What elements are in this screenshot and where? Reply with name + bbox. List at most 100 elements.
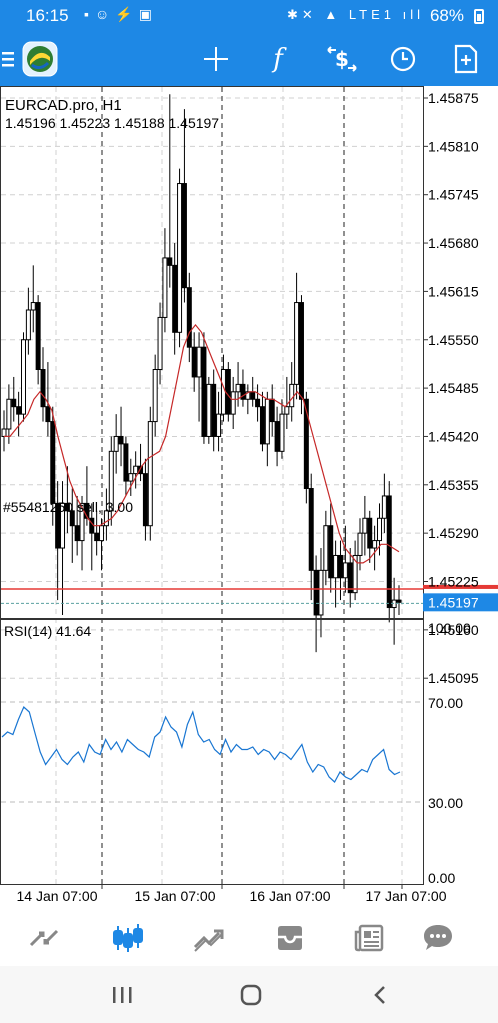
candle-body: [376, 517, 382, 542]
price-tick-label: 1.45550: [428, 332, 479, 348]
axis-labels: 1.45875 1.45810 1.45745 1.45680 1.45615 1.455…: [17, 90, 479, 904]
candle-body: [84, 502, 90, 519]
chart-tab-icon[interactable]: [108, 918, 148, 958]
candle-body: [352, 554, 358, 594]
network-label: LTE1: [348, 7, 395, 22]
candle-body: [381, 495, 387, 519]
date-tick-label: 16 Jan 07:00: [250, 888, 331, 904]
price-tick-label: 1.45615: [428, 283, 479, 299]
candle-body: [6, 398, 12, 430]
status-time: 16:15: [26, 6, 69, 25]
main-pane-border: [0, 86, 424, 619]
price-tick-label: 1.45680: [428, 235, 479, 251]
chart-area[interactable]: 1.45197 1.45875 1.45810 1.45745 1.45680 1.45…: [0, 86, 498, 910]
candle-body: [94, 532, 100, 542]
ohlc-label: 1.45196 1.45223 1.45188 1.45197: [5, 115, 219, 131]
ask-price-marker: [423, 584, 498, 589]
rsi-indicator: [1, 705, 401, 783]
new-document-icon[interactable]: [446, 32, 486, 86]
svg-text:$: $: [335, 47, 349, 71]
trade-tab-icon[interactable]: [189, 918, 229, 958]
candle-body: [235, 383, 241, 393]
candle-body: [230, 391, 236, 415]
candle-body: [157, 316, 163, 371]
messages-tab-icon[interactable]: [418, 918, 458, 958]
date-tick-label: 15 Jan 07:00: [135, 888, 216, 904]
candle-body: [16, 406, 22, 415]
system-navigation: [0, 966, 498, 1023]
candle-body: [147, 421, 153, 527]
rsi-tick-label: 100.00: [428, 620, 471, 636]
candle-body: [142, 473, 148, 527]
network-icons: ✱✕ ▲ LTE1 ıll: [287, 7, 424, 22]
quotes-tab-icon[interactable]: [24, 918, 64, 958]
candle-body: [298, 302, 304, 400]
candle-body: [294, 302, 300, 385]
menu-icon[interactable]: [0, 32, 16, 86]
candle-body: [245, 391, 251, 400]
candle-body: [240, 383, 246, 400]
rsi-tick-label: 0.00: [428, 870, 455, 886]
price-tick-label: 1.45875: [428, 90, 479, 106]
candle-body: [113, 435, 119, 452]
candle-body: [328, 525, 334, 579]
candle-body: [211, 383, 217, 437]
notification-icons: ▪☺⚡▣: [84, 6, 158, 22]
candle-body: [186, 287, 192, 348]
candle-body: [274, 421, 280, 452]
back-icon[interactable]: [360, 978, 400, 1012]
candle-body: [74, 525, 80, 542]
price-tick-label: 1.45095: [428, 670, 479, 686]
function-icon[interactable]: f: [273, 44, 283, 74]
candle-body: [396, 599, 402, 603]
price-tick-label: 1.45810: [428, 138, 479, 154]
price-tick-label: 1.45355: [428, 477, 479, 493]
candle-body: [196, 346, 202, 378]
candle-body: [11, 398, 17, 408]
status-bar: 16:15 ▪☺⚡▣ ✱✕ ▲ LTE1 ıll 68%: [0, 0, 498, 32]
candle-body: [250, 391, 256, 400]
candle-body: [1, 428, 7, 437]
candle-body: [123, 443, 129, 482]
news-tab-icon[interactable]: [350, 918, 390, 958]
candle-body: [347, 562, 353, 594]
candle-body: [337, 554, 343, 579]
rsi-label: RSI(14) 41.64: [4, 623, 91, 639]
rsi-tick-label: 30.00: [428, 795, 463, 811]
candle-body: [25, 309, 31, 341]
date-tick-label: 14 Jan 07:00: [17, 888, 98, 904]
price-tick-label: 1.45225: [428, 574, 479, 590]
candle-body: [172, 264, 178, 333]
candle-body: [225, 369, 231, 415]
recent-apps-icon[interactable]: [102, 978, 142, 1012]
clock-icon[interactable]: [383, 32, 423, 86]
top-toolbar: f $: [0, 32, 498, 86]
candle-body: [255, 398, 261, 408]
battery-icon: [474, 9, 484, 24]
candle-body: [279, 413, 285, 452]
price-chart[interactable]: 1.45197 1.458751.458101.457451.456801.45…: [0, 86, 498, 910]
candle-body: [303, 398, 309, 490]
home-icon[interactable]: [231, 978, 271, 1012]
history-tab-icon[interactable]: [270, 918, 310, 958]
candle-body: [138, 465, 144, 475]
day-separators: [101, 87, 345, 884]
candle-body: [201, 346, 207, 437]
candle-body: [372, 540, 378, 549]
candle-body: [342, 562, 348, 579]
crosshair-icon[interactable]: [196, 32, 236, 86]
candle-body: [167, 257, 173, 266]
candle-body: [162, 257, 168, 318]
candle-body: [206, 383, 212, 437]
metatrader-logo[interactable]: [20, 32, 60, 86]
symbol-dollar-icon[interactable]: $: [320, 32, 364, 86]
candle-body: [284, 406, 290, 415]
candle-body: [45, 406, 51, 423]
candle-body: [108, 450, 114, 512]
candle-body: [55, 502, 61, 549]
candle-body: [264, 398, 270, 445]
price-tick-label: 1.45485: [428, 380, 479, 396]
candle-body: [323, 525, 329, 571]
candle-body: [333, 554, 339, 579]
rsi-tick-label: 70.00: [428, 695, 463, 711]
